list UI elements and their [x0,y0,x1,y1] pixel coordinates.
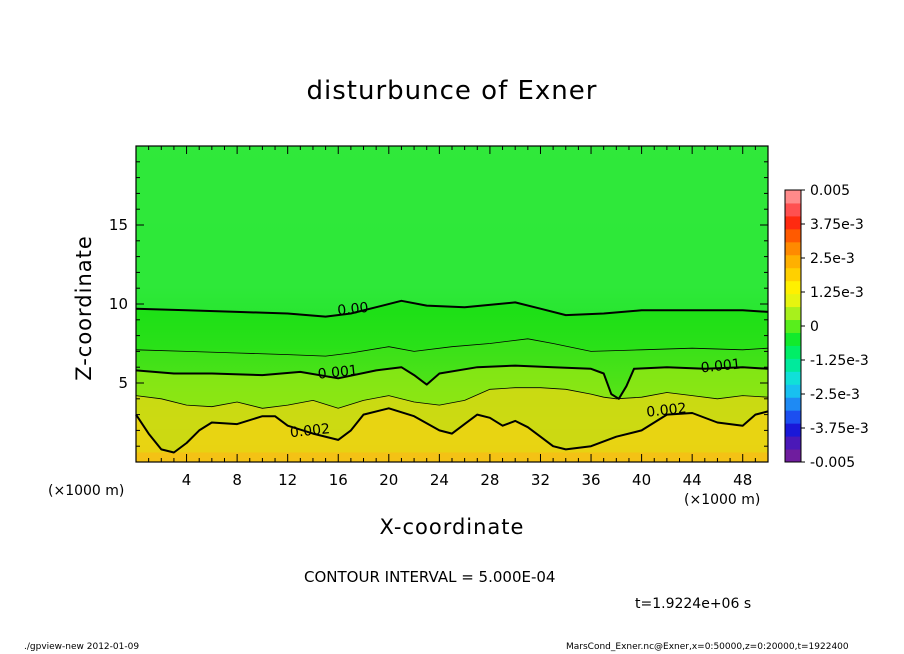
y-tick-label: 5 [118,374,128,392]
contour-line [135,407,769,454]
contour-line [135,299,769,318]
colorbar: 0.005 3.75e-3 2.5e-3 1.25e-3 0 -1.25e-3 -2.5e-… [784,183,869,471]
colorbar-swatch [785,190,801,204]
x-tick-label: 48 [733,471,752,489]
colorbar-swatch [785,410,801,424]
x-tick-label: 20 [379,471,398,489]
colorbar-swatch [785,371,801,385]
x-tick-label: 8 [232,471,242,489]
contour-lines [135,299,769,454]
footer-program-date: ./gpview-new 2012-01-09 [24,642,140,652]
colorbar-label: -0.005 [810,455,855,471]
colorbar-label: 0 [810,319,819,335]
colorbar-label: 1.25e-3 [810,285,864,301]
colorbar-swatch [785,397,801,411]
x-tick-label: 4 [182,471,192,489]
colorbar-swatch [785,332,801,346]
time-label: t=1.9224e+06 s [635,596,752,612]
contour-line [135,387,769,409]
footer-file-info: MarsCond_Exner.nc@Exner,x=0:50000,z=0:20… [566,642,849,652]
colorbar-swatch [785,254,801,269]
colorbar-label: 0.005 [810,183,850,199]
colorbar-swatch [785,319,801,333]
colorbar-swatch [785,202,801,217]
colorbar-swatch [785,306,801,321]
colorbar-swatch [785,436,801,450]
plot-field [136,146,768,462]
colorbar-swatch [785,423,801,437]
contour-label: 0.00 [337,300,370,319]
chart-title: disturbunce of Exner [306,76,598,106]
colorbar-label: -2.5e-3 [810,387,860,403]
x-tick-label: 12 [278,471,297,489]
x-axis-unit-left: (×1000 m) [48,483,125,499]
contour-interval-text: CONTOUR INTERVAL = 5.000E-04 [304,568,556,586]
x-tick-label: 36 [581,471,600,489]
region-upper [136,146,768,317]
colorbar-swatch [785,293,801,308]
y-tick-label: 10 [109,295,128,313]
colorbar-swatch [785,215,801,230]
region-band [136,408,768,462]
colorbar-label: 2.5e-3 [810,251,855,267]
contour-labels: 0.00 0.001 0.001 0.002 0.002 [289,300,741,441]
x-tick-label: 16 [329,471,348,489]
colorbar-swatch [785,228,801,243]
contour-line [135,364,769,400]
x-tick-label: 24 [430,471,449,489]
colorbar-swatch [785,449,801,463]
colorbar-label: -1.25e-3 [810,353,869,369]
x-tick-label: 44 [683,471,702,489]
y-tick-label: 15 [109,216,128,234]
colorbar-swatch [785,358,801,372]
contour-label: 0.001 [700,356,742,376]
colorbar-label: -3.75e-3 [810,421,869,437]
x-axis-label: X-coordinate [379,515,525,539]
colorbar-swatch [785,345,801,359]
y-axis-label: Z-coordinate [72,235,96,381]
x-tick-label: 32 [531,471,550,489]
contour-label: 0.002 [646,401,688,421]
contour-label: 0.002 [289,421,331,441]
colorbar-swatch [785,241,801,256]
colorbar-swatch [785,384,801,398]
colorbar-swatch [785,280,801,295]
colorbar-swatch [785,267,801,282]
contour-line [135,338,769,357]
x-tick-label: 28 [480,471,499,489]
colorbar-label: 3.75e-3 [810,217,864,233]
x-tick-label: 40 [632,471,651,489]
x-axis-unit-right: (×1000 m) [684,492,761,508]
contour-label: 0.001 [317,363,359,383]
region-bottom [136,452,768,462]
